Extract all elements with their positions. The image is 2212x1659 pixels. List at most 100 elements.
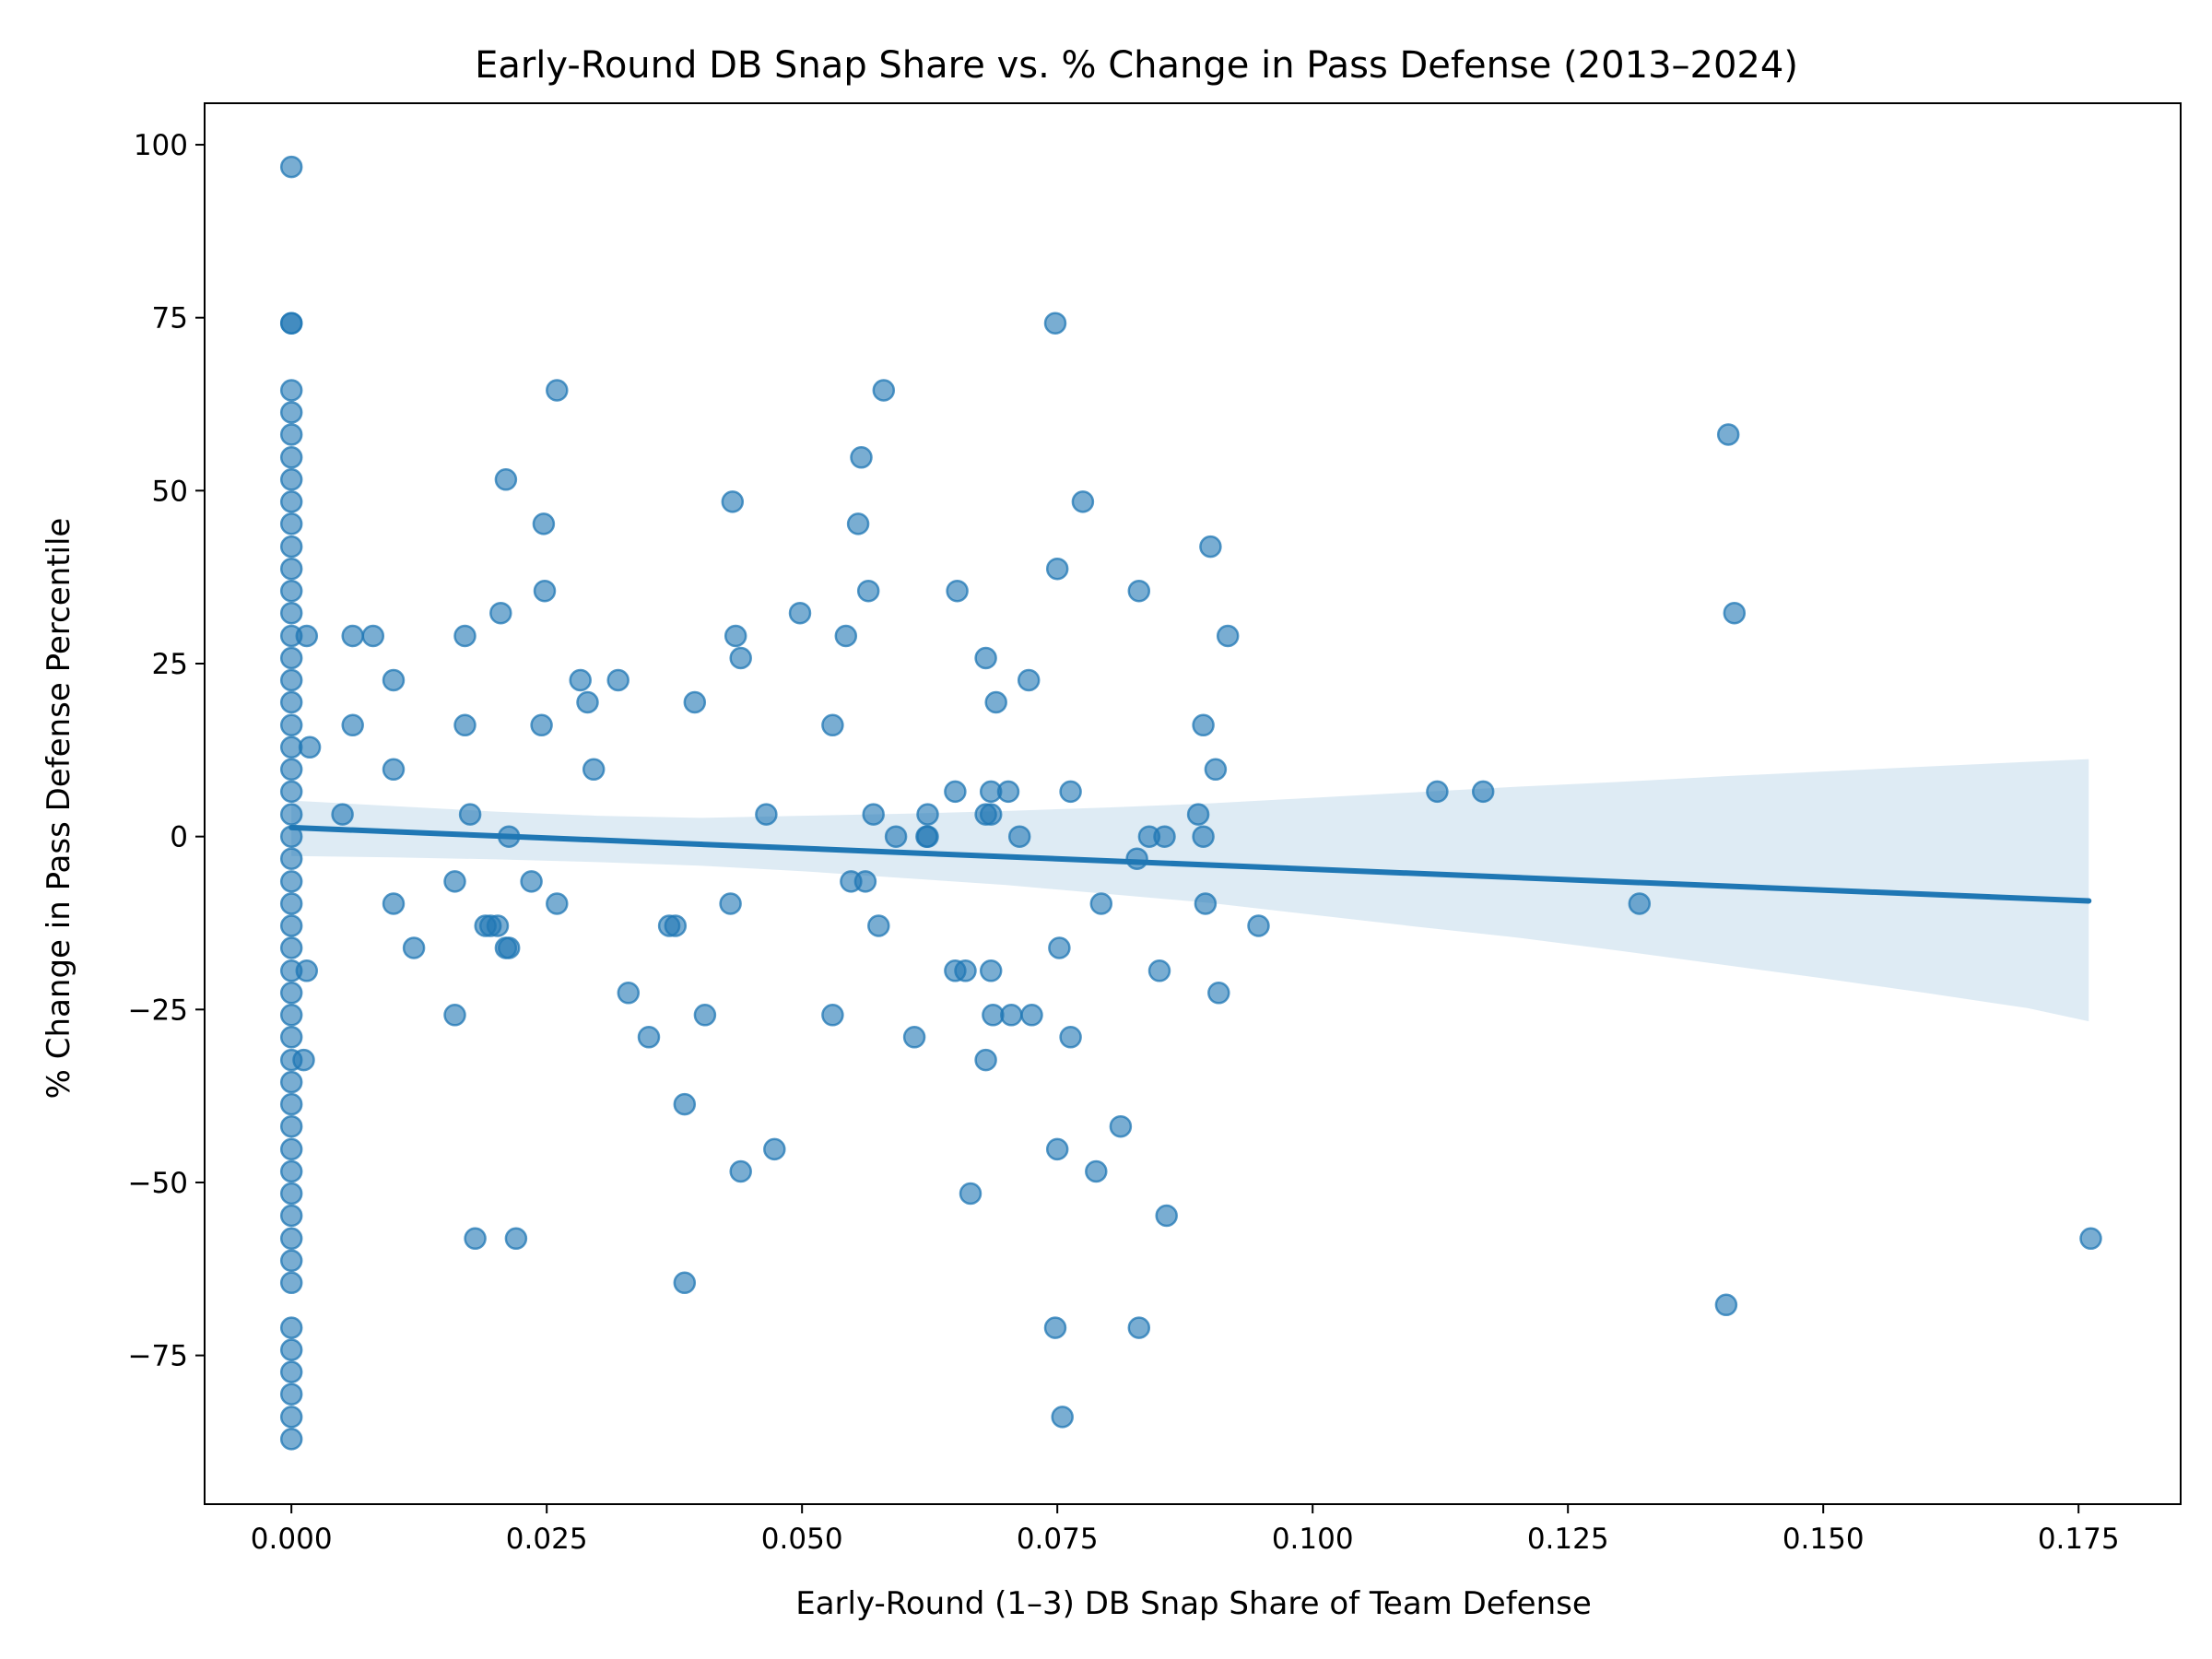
data-point [382,892,406,915]
data-point [1048,936,1071,959]
y-tick-label: 100 [134,129,188,162]
data-point [279,803,303,826]
data-point [1147,959,1171,982]
data-point [279,668,303,692]
data-point [279,468,303,491]
data-point [279,690,303,714]
data-point [402,936,426,959]
data-point [279,1092,303,1116]
data-point [617,982,641,1005]
data-point [1085,1159,1108,1183]
y-tick-label: −75 [128,1340,188,1373]
data-point [867,914,890,937]
data-point [295,624,319,648]
x-axis: 0.000 0.025 0.050 0.075 0.100 0.125 0.150 0.175 [251,1504,2120,1556]
data-point [295,959,319,982]
data-point [279,1204,303,1228]
data-point [279,423,303,446]
data-point [1723,601,1747,625]
data-point [279,847,303,870]
data-point [546,379,569,402]
data-point [453,713,477,737]
data-point [1186,803,1210,826]
data-point [1043,1316,1067,1339]
data-point [1192,713,1215,737]
data-point [959,1182,982,1206]
data-point [279,1114,303,1138]
data-point [279,713,303,737]
data-point [464,1227,487,1251]
regression-line [288,824,2092,904]
data-point [576,690,599,714]
data-point [279,1406,303,1429]
data-point [1045,557,1069,581]
data-point [683,690,707,714]
data-point [834,624,858,648]
x-axis-label: Early-Round (1–3) DB Snap Share of Team … [795,1585,1592,1622]
data-point [902,1026,926,1049]
data-point [279,601,303,625]
data-point [724,624,747,648]
data-point [1199,535,1222,559]
y-tick-label: 75 [152,302,188,335]
data-point [1125,847,1148,870]
data-point [1017,668,1041,692]
data-point [532,512,556,535]
data-point [1216,624,1240,648]
data-point [279,1137,303,1161]
data-point [279,758,303,782]
data-point [279,1159,303,1183]
y-tick-label: −50 [128,1167,188,1200]
data-point [1020,1004,1043,1027]
data-point [489,601,512,625]
data-point [1155,1204,1178,1228]
data-point [954,959,977,982]
data-point [996,780,1020,804]
data-point [974,646,997,670]
data-point [1628,892,1652,915]
data-point [279,379,303,402]
data-point [458,803,482,826]
data-point [292,1048,315,1072]
data-point [279,490,303,513]
data-point [1000,1004,1023,1027]
data-point [821,713,844,737]
data-point [606,668,629,692]
data-point [664,914,688,937]
data-point [1051,1406,1074,1429]
data-point [279,1249,303,1273]
data-point [279,1428,303,1451]
data-point [279,1338,303,1361]
data-point [916,825,939,848]
data-point [946,579,969,603]
data-point [298,735,322,759]
data-point [279,1360,303,1383]
data-point [279,936,303,959]
data-point [1153,825,1176,848]
data-point [984,690,1007,714]
data-point [853,870,877,893]
data-point [504,1227,528,1251]
data-point [1109,1114,1133,1138]
data-point [497,936,521,959]
data-point [279,1227,303,1251]
data-point [279,557,303,581]
data-point [1043,312,1067,335]
data-point [1204,758,1228,782]
x-tick-label: 0.100 [1272,1523,1354,1556]
data-point [872,379,896,402]
data-point [1247,914,1270,937]
x-tick-label: 0.150 [1783,1523,1865,1556]
data-point [673,1271,697,1295]
x-tick-label: 0.050 [761,1523,843,1556]
data-point [1426,780,1449,804]
data-point [1194,892,1218,915]
data-point [279,312,303,335]
data-point [443,1004,466,1027]
data-point [944,780,967,804]
data-point [382,758,406,782]
data-point [729,1159,752,1183]
x-tick-label: 0.025 [506,1523,588,1556]
data-point [279,914,303,937]
data-point [279,1026,303,1049]
